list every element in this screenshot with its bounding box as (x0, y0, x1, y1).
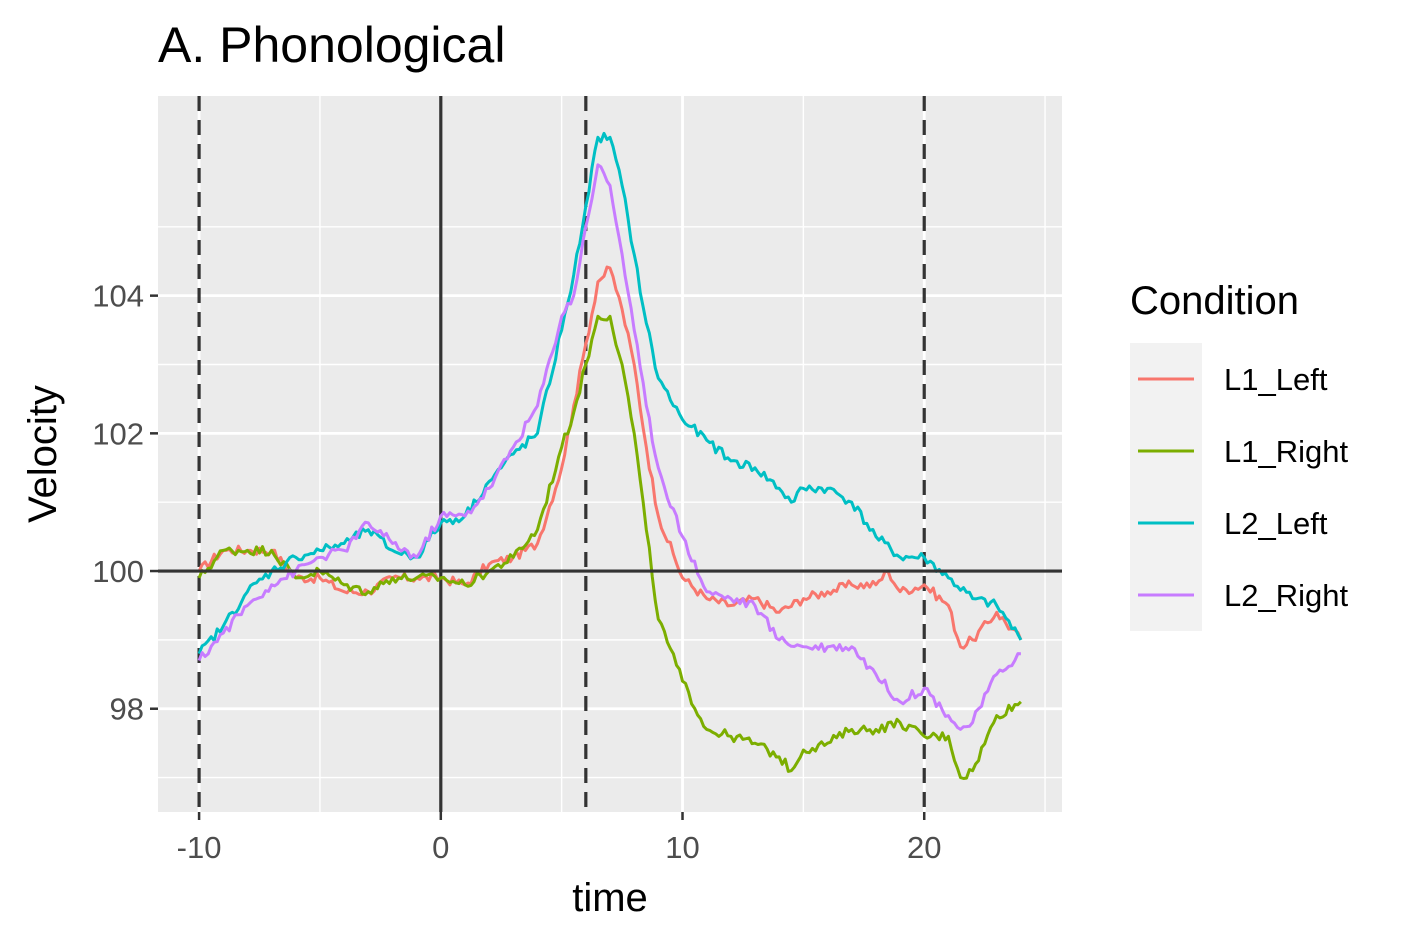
chart-title: A. Phonological (158, 17, 505, 73)
legend-key-background (1130, 343, 1202, 631)
plot-panel (158, 96, 1062, 812)
legend-label: L1_Left (1224, 362, 1328, 397)
ticks-layer: -10 0 10 20 98 100 102 104 (92, 279, 941, 865)
legend-label: L2_Left (1224, 506, 1328, 541)
reference-lines (197, 96, 926, 812)
series-line-l1-left (197, 265, 1023, 650)
x-tick-label: 20 (907, 830, 941, 865)
x-tick-label: -10 (177, 830, 222, 865)
y-axis-title: Velocity (21, 385, 65, 523)
y-tick-label: 104 (92, 279, 144, 314)
y-tick-label: 102 (92, 416, 144, 451)
y-tick-label: 98 (110, 692, 144, 727)
series-layer (197, 131, 1023, 780)
series-line-l2-right (197, 163, 1021, 731)
x-tick-label: 10 (665, 830, 699, 865)
x-tick-label: 0 (432, 830, 449, 865)
legend-title: Condition (1130, 279, 1299, 323)
series-line-l2-left (197, 131, 1023, 655)
series-line-l1-right (197, 314, 1022, 780)
legend: Condition L1_Left L1_Right L2_Left L2_Right (1130, 279, 1348, 631)
legend-label: L1_Right (1224, 434, 1348, 469)
legend-items: L1_Left L1_Right L2_Left L2_Right (1138, 362, 1348, 613)
x-axis-title: time (572, 876, 648, 920)
legend-label: L2_Right (1224, 578, 1348, 613)
y-tick-label: 100 (92, 554, 144, 589)
